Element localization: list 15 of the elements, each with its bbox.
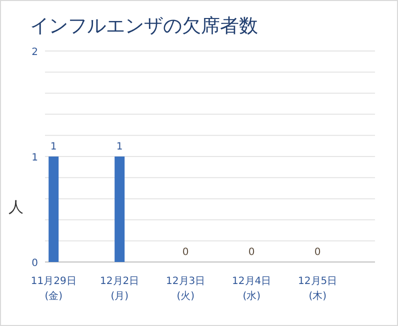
x-tick-label: 11月29日 (金) bbox=[30, 276, 76, 302]
data-label: 0 bbox=[314, 247, 321, 258]
data-label: 0 bbox=[248, 247, 255, 258]
data-label: 0 bbox=[182, 247, 189, 258]
y-tick-label: 1 bbox=[32, 152, 38, 164]
data-label: 1 bbox=[116, 142, 123, 152]
data-label: 1 bbox=[50, 142, 57, 152]
y-tick-label: 0 bbox=[32, 258, 38, 269]
y-tick-label: 2 bbox=[32, 47, 38, 58]
x-tick-label: 12月5日 (木) bbox=[298, 276, 338, 302]
chart-title: インフルエンザの欠席者数 bbox=[30, 15, 258, 37]
x-tick-label: 12月2日 (月) bbox=[100, 276, 140, 302]
x-tick-label: 12月4日 (水) bbox=[232, 276, 272, 302]
y-axis-title: 人 bbox=[8, 198, 24, 216]
x-tick-label: 12月3日 (火) bbox=[166, 276, 206, 302]
